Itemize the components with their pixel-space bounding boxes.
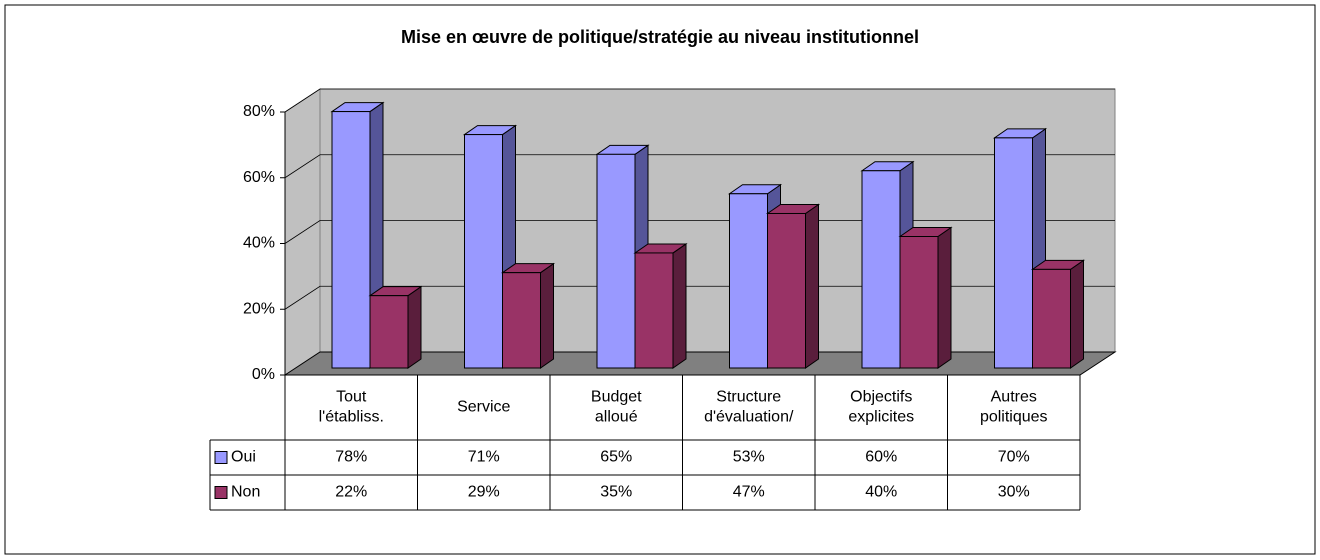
bar-front xyxy=(331,111,371,369)
bar-side xyxy=(540,262,554,369)
bar-side xyxy=(937,226,952,369)
table-value: 35% xyxy=(600,484,632,501)
legend-label: Oui xyxy=(231,449,256,466)
table-value: 29% xyxy=(468,484,500,501)
table-value: 40% xyxy=(865,484,897,501)
bar-front xyxy=(502,272,541,369)
y-tick-label: 20% xyxy=(243,300,275,317)
table-value: 65% xyxy=(600,449,632,466)
grid-line xyxy=(284,285,1115,310)
y-tick-label: 80% xyxy=(243,103,275,120)
y-tick-label: 40% xyxy=(243,235,275,252)
grid-line xyxy=(284,88,1115,113)
bar-front xyxy=(596,153,636,369)
category-label: Tout l'établiss. xyxy=(319,389,384,426)
category-label: Structure d'évaluation/ xyxy=(704,389,794,426)
bar-front xyxy=(899,236,939,369)
bar-side xyxy=(407,285,422,369)
bar-front xyxy=(861,170,901,369)
table-value: 53% xyxy=(733,449,765,466)
table-value: 60% xyxy=(865,449,897,466)
bar-front xyxy=(464,134,503,369)
y-tick-label: 60% xyxy=(243,169,275,186)
bar-front xyxy=(634,252,674,369)
table-value: 22% xyxy=(335,484,367,501)
bar xyxy=(1030,259,1086,369)
bar xyxy=(633,242,688,369)
bar-side xyxy=(805,203,819,369)
chart-title: Mise en œuvre de politique/stratégie au … xyxy=(401,27,919,47)
category-label: Objectifs explicites xyxy=(848,389,914,426)
table-value: 71% xyxy=(468,449,500,466)
legend-swatch xyxy=(214,451,228,464)
bar-front xyxy=(994,137,1033,369)
table-value: 47% xyxy=(733,484,765,501)
category-label: Autres politiques xyxy=(980,389,1048,426)
table-value: 78% xyxy=(335,449,367,466)
bar xyxy=(898,226,953,369)
legend-label: Non xyxy=(231,484,260,501)
bar xyxy=(765,203,821,369)
bar-front xyxy=(369,295,409,369)
grid-line xyxy=(284,154,1115,179)
bar-front xyxy=(729,193,768,369)
table-value: 30% xyxy=(998,484,1030,501)
y-tick-label: 0% xyxy=(252,366,275,383)
category-label: Budget alloué xyxy=(591,389,642,426)
bar-side xyxy=(672,242,687,369)
table-value: 70% xyxy=(998,449,1030,466)
bar-front xyxy=(1032,268,1071,369)
category-label: Service xyxy=(457,399,510,416)
grid-line xyxy=(284,220,1115,244)
bar xyxy=(368,285,423,369)
bar-side xyxy=(1070,259,1084,369)
legend-swatch xyxy=(214,486,228,499)
bar xyxy=(500,262,556,369)
bar-front xyxy=(767,212,806,369)
